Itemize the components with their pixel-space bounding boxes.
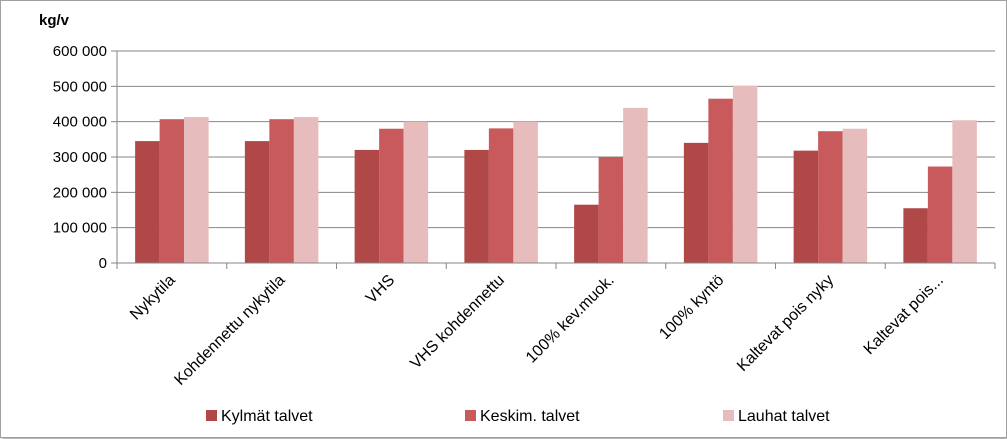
y-tick-label: 100 000 [53, 220, 107, 237]
y-axis-label: kg/v [39, 12, 70, 29]
bar [159, 119, 185, 264]
y-tick-label: 0 [99, 255, 107, 272]
bar [623, 107, 648, 264]
x-tick-label: 100% kyntö [656, 272, 727, 343]
legend-swatch [465, 410, 476, 421]
legend-label: Lauhat talvet [738, 408, 830, 425]
y-tick-label: 400 000 [53, 114, 107, 131]
bar [244, 141, 270, 263]
bar [269, 119, 294, 264]
bar [818, 131, 843, 263]
bar [403, 121, 429, 264]
x-tick-label: Kaltevat pois... [861, 272, 947, 358]
x-tick-label: VHS kohdennettu [407, 272, 508, 373]
y-tick-label: 300 000 [53, 149, 107, 166]
legend-swatch [206, 410, 217, 421]
bar [354, 149, 380, 263]
legend-label: Keskim. talvet [480, 408, 580, 425]
y-tick-label: 600 000 [53, 43, 107, 60]
y-tick-label: 500 000 [53, 78, 107, 95]
axes [111, 50, 996, 269]
legend: Kylmät talvet Keskim. talvet Lauhat talvet [206, 408, 830, 425]
legend-label: Kylmät talvet [221, 408, 313, 425]
x-tick-label: 100% kev.muok. [523, 272, 618, 367]
bar [464, 149, 489, 263]
x-tick-label: Nykytila [127, 272, 179, 324]
x-tick-label: Kohdennettu nykytila [171, 272, 288, 389]
bar [732, 85, 758, 263]
x-tick-label: VHS [363, 272, 398, 307]
bar [708, 98, 733, 263]
legend-swatch [723, 410, 734, 421]
x-tick-label: Kaltevat pois nyky [734, 272, 837, 375]
bar [293, 117, 319, 263]
bar [927, 166, 953, 263]
bar [488, 128, 514, 263]
y-tick-label: 200 000 [53, 184, 107, 201]
bar [793, 150, 819, 263]
bar [952, 120, 977, 264]
bar [574, 204, 599, 263]
bar [135, 141, 160, 263]
bar [683, 142, 709, 263]
bar [513, 121, 538, 264]
bar [842, 128, 868, 263]
bar [379, 128, 404, 263]
bar [184, 117, 209, 263]
bars [135, 85, 977, 264]
bar [903, 208, 928, 263]
bar [598, 157, 624, 263]
